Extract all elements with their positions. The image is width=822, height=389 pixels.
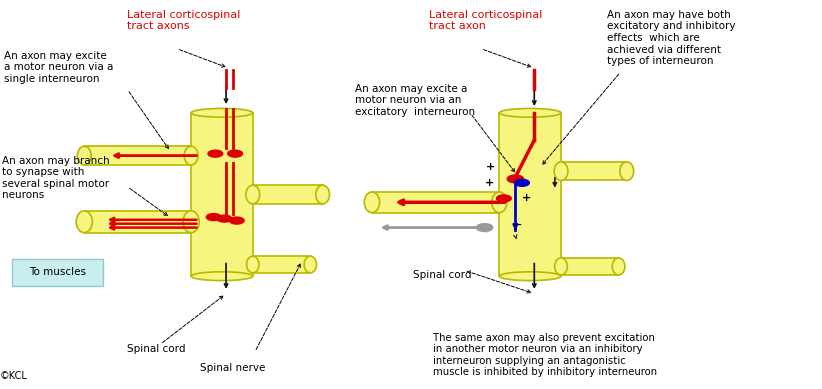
Text: An axon may branch
to synapse with
several spinal motor
neurons: An axon may branch to synapse with sever… — [2, 156, 109, 200]
Ellipse shape — [183, 211, 199, 233]
Ellipse shape — [500, 272, 561, 280]
Bar — [561, 162, 626, 180]
Ellipse shape — [246, 185, 260, 204]
Text: Lateral corticospinal
tract axons: Lateral corticospinal tract axons — [127, 10, 241, 32]
Bar — [253, 185, 323, 204]
Text: An axon may excite
a motor neuron via a
single interneuron: An axon may excite a motor neuron via a … — [4, 51, 113, 84]
Ellipse shape — [555, 258, 567, 275]
Ellipse shape — [184, 146, 198, 165]
Text: Spinal nerve: Spinal nerve — [200, 363, 266, 373]
Text: To muscles: To muscles — [29, 267, 86, 277]
Text: +: + — [484, 178, 494, 188]
FancyBboxPatch shape — [12, 259, 103, 286]
Ellipse shape — [192, 272, 253, 280]
Text: −: − — [512, 219, 522, 232]
Ellipse shape — [76, 211, 92, 233]
Text: Spinal cord: Spinal cord — [127, 344, 186, 354]
Ellipse shape — [554, 162, 568, 180]
Text: The same axon may also prevent excitation
in another motor neuron via an inhibit: The same axon may also prevent excitatio… — [433, 333, 658, 377]
Ellipse shape — [77, 146, 91, 165]
Ellipse shape — [247, 256, 259, 273]
Bar — [561, 258, 618, 275]
Ellipse shape — [192, 109, 253, 117]
Text: An axon may have both
excitatory and inhibitory
effects  which are
achieved via : An axon may have both excitatory and inh… — [607, 10, 735, 66]
Bar — [372, 192, 500, 212]
Text: Spinal cord: Spinal cord — [413, 270, 472, 280]
Circle shape — [507, 175, 524, 183]
Ellipse shape — [612, 258, 625, 275]
Ellipse shape — [492, 192, 507, 213]
Circle shape — [217, 215, 232, 222]
Ellipse shape — [316, 185, 330, 204]
Text: +: + — [486, 162, 496, 172]
Circle shape — [228, 150, 242, 157]
Ellipse shape — [500, 109, 561, 117]
Text: An axon may excite a
motor neuron via an
excitatory  interneuron: An axon may excite a motor neuron via an… — [355, 84, 475, 117]
Circle shape — [229, 217, 244, 224]
Circle shape — [515, 179, 529, 186]
Bar — [191, 113, 253, 276]
Bar — [85, 211, 191, 233]
Ellipse shape — [364, 192, 380, 213]
Circle shape — [496, 195, 511, 202]
Text: Lateral corticospinal
tract axon: Lateral corticospinal tract axon — [429, 10, 543, 32]
Circle shape — [206, 214, 221, 221]
Bar — [500, 113, 561, 276]
Text: ©KCL: ©KCL — [0, 371, 28, 381]
Circle shape — [477, 224, 493, 231]
Text: +: + — [521, 193, 531, 203]
Ellipse shape — [620, 162, 634, 180]
Bar — [85, 146, 191, 165]
Bar — [253, 256, 311, 273]
Circle shape — [208, 150, 223, 157]
Ellipse shape — [304, 256, 316, 273]
